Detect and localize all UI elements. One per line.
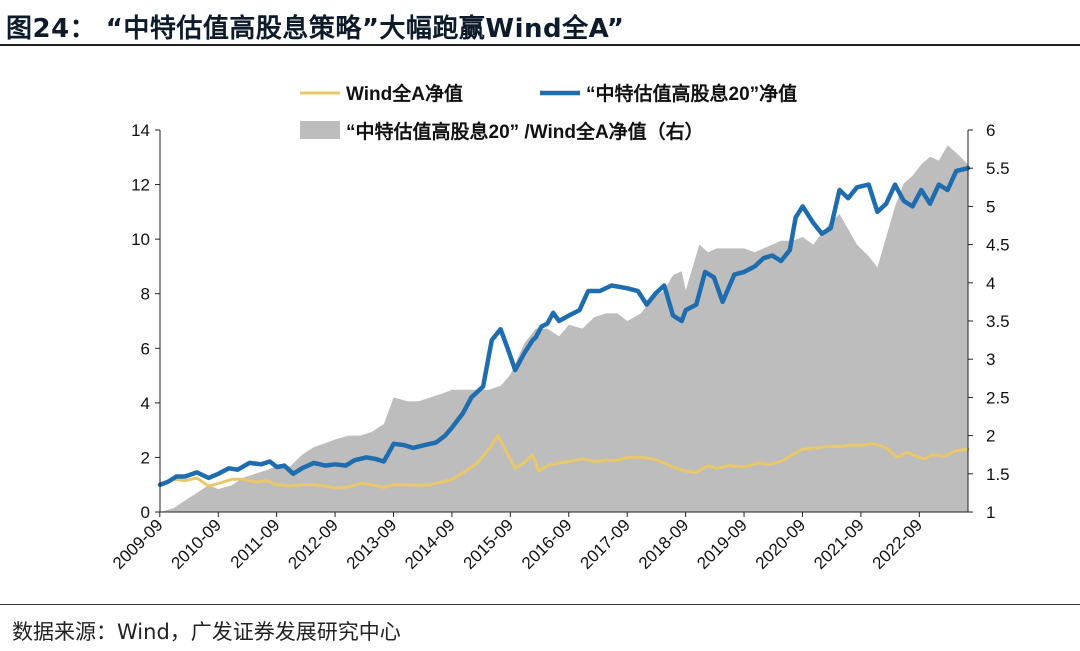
x-tick-label: 2015-09 [460,515,518,573]
left-tick-label: 0 [141,503,150,522]
right-tick-label: 2.5 [986,388,1010,407]
legend-label-3: “中特估值高股息20” /Wind全A净值（右） [346,120,704,143]
x-tick-label: 2011-09 [227,515,284,572]
x-tick-label: 2013-09 [343,515,401,573]
x-tick-label: 2020-09 [752,515,810,573]
x-tick-label: 2016-09 [518,515,576,573]
right-tick-label: 4.5 [986,236,1010,255]
left-tick-label: 14 [131,121,150,140]
right-tick-label: 6 [986,121,995,140]
line-layer [157,165,971,490]
x-tick-label: 2012-09 [284,515,342,573]
right-tick-label: 1.5 [986,465,1010,484]
legend-swatch-3 [300,121,340,139]
left-tick-label: 2 [141,448,150,467]
left-tick-label: 6 [141,339,150,358]
right-tick-label: 1 [986,503,995,522]
left-tick-label: 4 [141,394,150,413]
left-tick-label: 8 [141,285,150,304]
source-note: 数据来源：Wind，广发证券发展研究中心 [12,620,401,644]
right-tick-label: 5.5 [986,159,1010,178]
ratio-area [160,145,968,513]
left-tick-label: 12 [131,176,150,195]
figure-title: 图24： “中特估值高股息策略”大幅跑赢Wind全A” [6,14,625,44]
right-tick-label: 3.5 [986,312,1010,331]
wind-all-a-line [158,434,970,490]
right-tick-label: 3 [986,350,995,369]
right-tick-label: 4 [986,274,995,293]
x-tick-label: 2018-09 [635,515,693,573]
title-divider [0,44,1080,46]
x-tick-label: 2022-09 [869,515,927,573]
left-tick-label: 10 [131,230,150,249]
strategy-line [157,165,971,487]
right-tick-label: 5 [986,197,995,216]
x-tick-label: 2010-09 [168,515,226,573]
bottom-divider [0,604,1080,605]
legend: Wind全A净值 “中特估值高股息20”净值 “中特估值高股息20” /Wind全A… [300,82,797,143]
x-tick-label: 2021-09 [810,515,868,573]
right-tick-label: 2 [986,427,995,446]
legend-label-2: “中特估值高股息20”净值 [586,82,797,105]
x-tick-label: 2009-09 [109,515,167,573]
ratio-area-layer [160,145,968,513]
x-tick-label: 2017-09 [576,515,634,573]
legend-label-1: Wind全A净值 [346,82,463,105]
x-tick-label: 2014-09 [401,515,459,573]
x-tick-label: 2019-09 [693,515,751,573]
